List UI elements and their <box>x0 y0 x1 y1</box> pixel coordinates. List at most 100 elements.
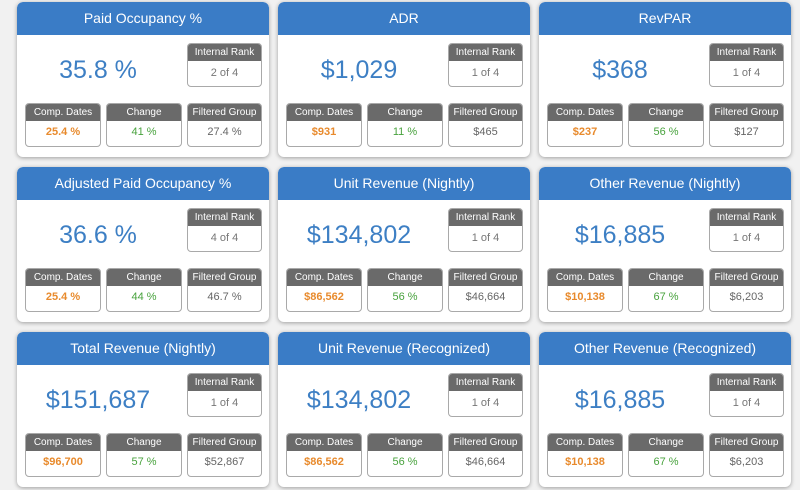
internal-rank-value: 1 of 4 <box>732 232 761 244</box>
internal-rank-value: 1 of 4 <box>732 67 761 79</box>
comp-dates-value: 25.4 % <box>45 291 81 303</box>
internal-rank-box: Internal Rank 1 of 4 <box>187 373 262 417</box>
change-label: Change <box>107 434 181 451</box>
filtered-group-value: 27.4 % <box>207 126 242 138</box>
change-value: 67 % <box>653 291 679 303</box>
internal-rank-value: 1 of 4 <box>732 397 761 409</box>
internal-rank-box: Internal Rank 1 of 4 <box>709 43 784 87</box>
change-box: Change 44 % <box>106 268 182 312</box>
comp-dates-value: $10,138 <box>565 291 605 303</box>
comp-dates-label: Comp. Dates <box>548 104 622 121</box>
comp-dates-box: Comp. Dates $96,700 <box>25 433 101 477</box>
filtered-group-box: Filtered Group $46,664 <box>448 268 523 312</box>
filtered-group-value: $6,203 <box>729 456 764 468</box>
change-label: Change <box>629 434 703 451</box>
comp-dates-box: Comp. Dates $86,562 <box>286 268 362 312</box>
change-box: Change 56 % <box>367 268 443 312</box>
card-title: Other Revenue (Nightly) <box>539 167 791 200</box>
internal-rank-box: Internal Rank 1 of 4 <box>448 43 523 87</box>
filtered-group-box: Filtered Group 46.7 % <box>187 268 262 312</box>
filtered-group-box: Filtered Group $52,867 <box>187 433 262 477</box>
filtered-group-box: Filtered Group $6,203 <box>709 433 784 477</box>
metric-value: 35.8 % <box>59 56 137 84</box>
filtered-group-label: Filtered Group <box>188 104 261 121</box>
internal-rank-value: 1 of 4 <box>471 397 500 409</box>
internal-rank-box: Internal Rank 1 of 4 <box>448 208 523 252</box>
comp-dates-box: Comp. Dates $10,138 <box>547 268 623 312</box>
metric-value: $1,029 <box>320 56 398 84</box>
change-value: 41 % <box>131 126 157 138</box>
card-title: Unit Revenue (Nightly) <box>278 167 530 200</box>
card-title: Other Revenue (Recognized) <box>539 332 791 365</box>
filtered-group-value: $46,664 <box>465 456 506 468</box>
internal-rank-value: 2 of 4 <box>210 67 239 79</box>
internal-rank-label: Internal Rank <box>449 44 522 61</box>
metric-card-revpar: RevPAR $368 Internal Rank 1 of 4 Comp. D… <box>539 2 791 157</box>
metric-card-unit-revenue-recognized: Unit Revenue (Recognized) $134,802 Inter… <box>278 332 530 487</box>
change-label: Change <box>368 269 442 286</box>
internal-rank-label: Internal Rank <box>188 44 261 61</box>
internal-rank-value: 4 of 4 <box>210 232 239 244</box>
internal-rank-box: Internal Rank 1 of 4 <box>709 373 784 417</box>
internal-rank-label: Internal Rank <box>710 374 783 391</box>
filtered-group-label: Filtered Group <box>449 269 522 286</box>
metric-value: $16,885 <box>574 221 666 249</box>
metric-card-total-revenue-nightly: Total Revenue (Nightly) $151,687 Interna… <box>17 332 269 487</box>
filtered-group-label: Filtered Group <box>188 269 261 286</box>
filtered-group-label: Filtered Group <box>449 104 522 121</box>
metric-card-other-revenue-recognized: Other Revenue (Recognized) $16,885 Inter… <box>539 332 791 487</box>
comp-dates-label: Comp. Dates <box>548 434 622 451</box>
filtered-group-box: Filtered Group $465 <box>448 103 523 147</box>
change-label: Change <box>629 104 703 121</box>
change-label: Change <box>368 104 442 121</box>
filtered-group-label: Filtered Group <box>710 269 783 286</box>
filtered-group-value: $465 <box>473 126 498 138</box>
change-label: Change <box>368 434 442 451</box>
metric-card-paid-occupancy: Paid Occupancy % 35.8 % Internal Rank 2 … <box>17 2 269 157</box>
metric-card-adr: ADR $1,029 Internal Rank 1 of 4 Comp. Da… <box>278 2 530 157</box>
filtered-group-value: $6,203 <box>729 291 764 303</box>
change-value: 56 % <box>392 291 418 303</box>
filtered-group-value: $52,867 <box>204 456 245 468</box>
filtered-group-value: $127 <box>734 126 759 138</box>
filtered-group-value: 46.7 % <box>207 291 242 303</box>
internal-rank-box: Internal Rank 1 of 4 <box>448 373 523 417</box>
card-title: Total Revenue (Nightly) <box>17 332 269 365</box>
internal-rank-box: Internal Rank 4 of 4 <box>187 208 262 252</box>
metric-card-other-revenue-nightly: Other Revenue (Nightly) $16,885 Internal… <box>539 167 791 322</box>
change-value: 56 % <box>653 126 679 138</box>
filtered-group-box: Filtered Group $6,203 <box>709 268 784 312</box>
filtered-group-label: Filtered Group <box>188 434 261 451</box>
internal-rank-value: 1 of 4 <box>471 67 500 79</box>
comp-dates-box: Comp. Dates $237 <box>547 103 623 147</box>
change-label: Change <box>629 269 703 286</box>
filtered-group-value: $46,664 <box>465 291 506 303</box>
filtered-group-label: Filtered Group <box>710 104 783 121</box>
metric-card-unit-revenue-nightly: Unit Revenue (Nightly) $134,802 Internal… <box>278 167 530 322</box>
metric-card-adjusted-paid-occupancy: Adjusted Paid Occupancy % 36.6 % Interna… <box>17 167 269 322</box>
change-box: Change 56 % <box>628 103 704 147</box>
metric-value: $134,802 <box>306 221 412 249</box>
change-value: 56 % <box>392 456 418 468</box>
filtered-group-label: Filtered Group <box>449 434 522 451</box>
filtered-group-box: Filtered Group $46,664 <box>448 433 523 477</box>
internal-rank-box: Internal Rank 1 of 4 <box>709 208 784 252</box>
comp-dates-label: Comp. Dates <box>287 434 361 451</box>
comp-dates-label: Comp. Dates <box>287 104 361 121</box>
change-value: 44 % <box>131 291 157 303</box>
comp-dates-box: Comp. Dates 25.4 % <box>25 268 101 312</box>
change-box: Change 67 % <box>628 433 704 477</box>
comp-dates-label: Comp. Dates <box>26 434 100 451</box>
internal-rank-label: Internal Rank <box>449 209 522 226</box>
internal-rank-value: 1 of 4 <box>210 397 239 409</box>
change-label: Change <box>107 104 181 121</box>
change-value: 57 % <box>131 456 157 468</box>
filtered-group-label: Filtered Group <box>710 434 783 451</box>
comp-dates-value: 25.4 % <box>45 126 81 138</box>
comp-dates-value: $86,562 <box>304 456 344 468</box>
change-box: Change 67 % <box>628 268 704 312</box>
internal-rank-value: 1 of 4 <box>471 232 500 244</box>
comp-dates-label: Comp. Dates <box>548 269 622 286</box>
metric-value: 36.6 % <box>59 221 137 249</box>
comp-dates-value: $931 <box>311 126 337 138</box>
